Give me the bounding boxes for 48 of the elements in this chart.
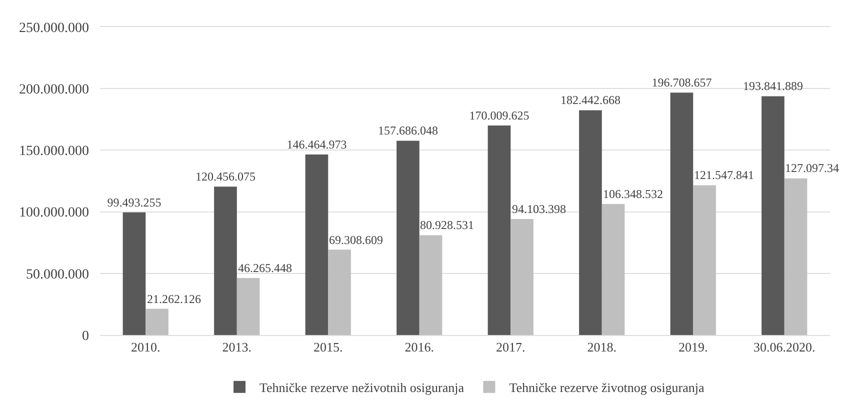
legend-label: Tehničke rezerve životnog osiguranja [509,380,705,395]
data-label: 21.262.126 [147,292,201,306]
bar [762,96,784,335]
x-tick-label: 2015. [314,340,343,355]
bar [122,212,146,335]
bar [602,204,625,335]
y-tick-label: 0 [82,328,89,344]
data-label: 46.265.448 [238,261,292,275]
x-tick-label: 2016. [404,340,434,355]
bar [214,186,237,335]
y-tick-label: 250.000.000 [19,20,89,36]
bar [396,140,420,335]
bar [419,235,442,335]
bar [146,308,168,335]
data-label: 182.442.668 [560,93,620,108]
legend-label: Tehničke rezerve neživotnih osiguranja [260,380,464,395]
bar [579,110,602,335]
data-label: 94.103.398 [512,202,566,216]
y-tick-label: 150.000.000 [19,144,89,160]
bar [784,178,808,335]
x-tick-label: 2013. [222,340,252,355]
bar [236,278,260,335]
data-label: 121.547.841 [694,168,754,182]
y-tick-label: 100.000.000 [19,206,89,221]
x-tick-label: 2010. [131,340,160,355]
data-label: 99.493.255 [107,195,162,210]
y-tick-label: 200.000.000 [19,82,89,98]
data-label: 193.841.889 [742,79,803,94]
x-tick-label: 2018. [587,340,617,355]
bar [488,126,511,335]
data-label: 157.686.048 [378,124,438,138]
data-label: 196.708.657 [652,76,712,90]
data-label: 146.464.973 [286,138,347,152]
bar [328,250,351,335]
data-label: 127.097.34 [785,161,839,175]
bar [670,92,694,335]
data-label: 120.456.075 [195,170,256,184]
bar [693,185,716,335]
y-tick-label: 50.000.000 [26,267,89,282]
x-tick-label: 2017. [496,340,526,355]
data-label: 80.928.531 [420,218,474,232]
data-label: 170.009.625 [469,108,530,123]
bar [510,219,534,335]
bar [305,154,328,335]
x-tick-label: 30.06.2020. [754,340,816,355]
data-label: 106.348.532 [603,187,663,201]
x-tick-label: 2019. [678,340,708,355]
data-label: 69.308.609 [329,233,383,247]
